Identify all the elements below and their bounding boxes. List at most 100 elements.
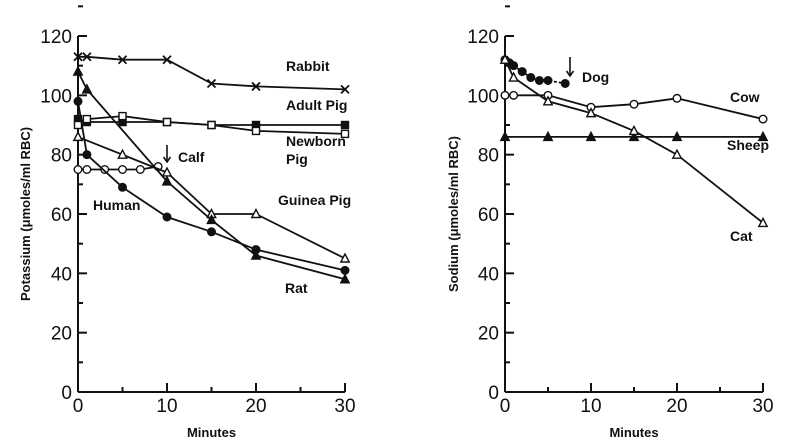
data-point-rabbit — [206, 78, 217, 89]
data-point-cat — [671, 148, 683, 159]
series-label-adult-pig: Adult Pig — [286, 97, 347, 113]
x-tick-label: 30 — [752, 396, 773, 417]
series-label-newborn-pig-line2: Pig — [286, 151, 308, 167]
series-line-guinea-pig — [77, 136, 346, 260]
data-point-calf — [73, 164, 83, 174]
data-point-rabbit — [340, 84, 350, 95]
data-point-human — [73, 96, 83, 106]
series-label-calf: Calf — [178, 149, 205, 165]
data-point-rabbit — [117, 55, 128, 65]
data-point-cat — [508, 71, 519, 82]
data-point-adult-pig — [340, 120, 350, 130]
data-point-cow — [629, 99, 639, 109]
data-point-sheep — [671, 130, 683, 142]
data-point-rabbit — [162, 55, 172, 65]
data-point-dog — [526, 73, 536, 83]
x-axis-title: Minutes — [187, 425, 236, 440]
data-point-dog — [517, 67, 527, 77]
arrow-annotation — [565, 57, 575, 78]
y-tick-label: 20 — [478, 324, 499, 345]
data-point-cow — [672, 93, 682, 103]
data-point-calf — [100, 164, 110, 174]
series-label-newborn-pig: Newborn — [286, 133, 346, 149]
series-label-cat: Cat — [730, 228, 753, 244]
data-point-sheep — [499, 130, 511, 142]
data-point-dog — [543, 75, 553, 85]
y-tick-label: 120 — [467, 27, 499, 48]
data-point-guinea-pig — [72, 130, 84, 142]
data-point-cat — [542, 95, 554, 106]
series-label-human: Human — [93, 197, 140, 213]
data-point-guinea-pig — [339, 252, 351, 263]
series-label-dog: Dog — [582, 69, 609, 85]
data-point-newborn-pig — [73, 120, 83, 130]
data-point-newborn-pig — [340, 129, 350, 139]
series-guinea-pig — [72, 130, 351, 263]
x-tick-label: 10 — [580, 396, 601, 417]
series-label-cow: Cow — [730, 89, 760, 105]
series-label-sheep: Sheep — [727, 137, 769, 153]
y-tick-label: 20 — [51, 324, 72, 345]
data-point-cat — [757, 216, 769, 228]
series-cat — [499, 53, 769, 228]
y-tick-label: 0 — [488, 383, 499, 404]
data-point-newborn-pig — [251, 126, 261, 136]
data-point-newborn-pig — [207, 120, 216, 130]
series-newborn-pig — [73, 111, 350, 139]
y-tick-label: 80 — [478, 146, 499, 167]
data-point-dog — [534, 75, 544, 85]
data-point-sheep — [628, 130, 640, 142]
series-rat — [72, 65, 351, 284]
potassium-chart: 0 20 40 60 80 100 120 0 10 20 30 Minutes Potassium (… — [18, 5, 356, 440]
data-point-human — [162, 212, 172, 222]
data-point-cow — [758, 114, 768, 124]
data-point-rat — [206, 213, 217, 225]
data-point-cat — [499, 53, 511, 64]
x-tick-label: 20 — [245, 396, 266, 417]
data-point-rabbit — [82, 52, 92, 62]
y-tick-label: 60 — [51, 205, 72, 226]
series-label-rat: Rat — [285, 280, 308, 296]
data-point-rat — [81, 83, 93, 94]
y-tick-label: 0 — [61, 383, 72, 404]
data-point-rat — [250, 249, 262, 260]
y-tick-label: 120 — [40, 27, 72, 48]
sodium-chart: 0 20 40 60 80 100 120 0 10 20 30 Minutes Sodium (μmo… — [446, 5, 774, 440]
data-point-human — [82, 150, 92, 160]
series-calf — [73, 162, 163, 174]
data-point-newborn-pig — [162, 117, 172, 127]
data-point-calf — [135, 164, 145, 174]
arrow-annotation — [162, 145, 172, 164]
data-point-human — [206, 227, 216, 237]
series-line-cat — [504, 59, 764, 224]
y-tick-label: 40 — [478, 264, 499, 285]
x-tick-label: 10 — [156, 396, 177, 417]
x-tick-label: 30 — [334, 396, 355, 417]
data-point-guinea-pig — [117, 148, 128, 159]
series-dog — [500, 55, 570, 88]
data-point-calf — [82, 164, 92, 174]
data-point-rabbit — [73, 52, 83, 62]
x-tick-label: 0 — [73, 396, 84, 417]
y-tick-label: 100 — [467, 86, 499, 107]
x-axis-title: Minutes — [609, 425, 658, 440]
data-point-rat — [72, 65, 84, 76]
series-sheep — [499, 130, 769, 142]
y-axis-title: Potassium (μmoles/ml RBC) — [18, 127, 33, 301]
y-tick-label: 60 — [478, 205, 499, 226]
data-point-human — [340, 265, 350, 275]
x-tick-label: 20 — [666, 396, 687, 417]
data-point-human — [117, 182, 127, 192]
data-point-dog — [509, 61, 519, 71]
data-point-calf — [117, 164, 127, 174]
data-point-sheep — [757, 130, 769, 142]
data-point-rabbit — [251, 81, 261, 92]
series-label-guinea-pig: Guinea Pig — [278, 192, 351, 208]
x-tick-label: 0 — [500, 396, 511, 417]
data-point-sheep — [542, 130, 554, 142]
data-point-cow — [500, 90, 510, 100]
data-point-rat — [161, 175, 173, 186]
data-point-dog — [560, 78, 570, 88]
series-rabbit — [73, 52, 350, 95]
